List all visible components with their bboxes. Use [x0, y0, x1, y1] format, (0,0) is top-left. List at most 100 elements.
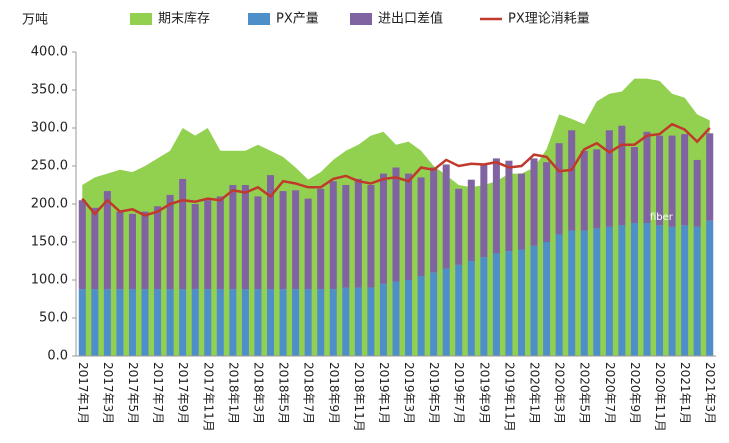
bar	[555, 234, 563, 356]
x-tick-label: 2017年1月	[76, 362, 90, 424]
y-tick-label: 0.0	[47, 349, 68, 364]
bar	[103, 191, 111, 290]
bar	[656, 135, 664, 226]
bar	[216, 289, 224, 356]
bar	[367, 185, 375, 288]
bar	[317, 289, 325, 356]
x-tick-label: 2020年5月	[578, 362, 592, 424]
bar	[693, 226, 701, 356]
y-tick-label: 150.0	[31, 235, 68, 250]
bar	[568, 130, 576, 231]
bar	[430, 167, 438, 273]
unit-label: 万吨	[22, 13, 48, 28]
x-tick-label: 2018年5月	[277, 362, 291, 424]
bar	[681, 134, 689, 226]
x-tick-label: 2017年3月	[101, 362, 115, 424]
bar	[329, 289, 337, 356]
bar	[204, 289, 212, 356]
bar	[154, 206, 162, 290]
bar	[668, 226, 676, 356]
bar	[530, 245, 538, 356]
bar	[329, 181, 337, 290]
bar	[580, 230, 588, 356]
x-tick-label: 2019年5月	[427, 362, 441, 424]
x-tick-label: 2019年9月	[477, 362, 491, 424]
x-tick-label: 2021年1月	[678, 362, 692, 424]
bar	[417, 177, 425, 277]
bar	[442, 164, 450, 269]
legend-label: 期末库存	[158, 11, 210, 27]
bar	[555, 143, 563, 235]
bar	[204, 200, 212, 290]
bar	[254, 196, 262, 290]
bar	[266, 175, 275, 290]
bar	[417, 276, 425, 356]
x-tick-label: 2017年5月	[126, 362, 140, 424]
bar	[292, 190, 300, 290]
bar	[354, 287, 362, 356]
bar	[141, 289, 149, 356]
line	[81, 122, 711, 217]
bar	[116, 211, 124, 290]
bar	[229, 289, 237, 356]
bar	[405, 173, 413, 280]
bar	[317, 188, 325, 290]
bar	[304, 289, 312, 356]
y-tick-label: 400.0	[31, 45, 68, 60]
bar	[618, 225, 626, 356]
bar	[179, 178, 187, 290]
x-tick-label: 2019年3月	[402, 362, 416, 424]
annotation: fiber	[650, 212, 674, 223]
bar	[505, 160, 513, 252]
bar	[543, 162, 551, 242]
bar	[241, 185, 249, 290]
bar	[103, 289, 111, 356]
bar	[442, 268, 450, 356]
x-tick-label: 2021年3月	[703, 362, 717, 424]
bar	[605, 130, 613, 227]
bar	[91, 207, 99, 290]
x-tick-label: 2017年11月	[201, 362, 215, 432]
y-tick-label: 50.0	[39, 311, 68, 326]
bar	[517, 173, 526, 250]
bar	[706, 220, 714, 356]
bar	[166, 289, 174, 356]
y-tick-label: 350.0	[31, 83, 68, 98]
x-tick-label: 2020年1月	[528, 362, 542, 424]
bar	[392, 281, 400, 356]
bar	[179, 289, 187, 356]
bar	[630, 223, 638, 356]
bar	[618, 125, 626, 226]
x-tick-label: 2020年9月	[628, 362, 642, 424]
bar	[467, 179, 475, 261]
bar	[254, 289, 262, 356]
bar	[354, 178, 362, 288]
x-tick-label: 2017年9月	[176, 362, 190, 424]
legend-label: 进出口差值	[378, 11, 443, 27]
x-tick-label: 2018年1月	[226, 362, 240, 424]
bar	[706, 133, 714, 221]
bar	[656, 225, 664, 356]
x-tick-label: 2017年7月	[151, 362, 165, 424]
bar	[116, 289, 124, 356]
bar	[630, 147, 638, 223]
bar	[379, 173, 387, 284]
x-tick-label: 2019年11月	[502, 362, 516, 432]
y-tick-label: 250.0	[31, 159, 68, 174]
bar	[643, 131, 651, 223]
bar	[543, 242, 551, 356]
bar	[681, 225, 689, 356]
x-tick-label: 2020年3月	[553, 362, 567, 424]
bar	[342, 287, 350, 356]
bar	[91, 289, 99, 356]
legend-swatch	[350, 13, 372, 25]
x-tick-label: 2019年7月	[452, 362, 466, 424]
bar	[593, 149, 601, 229]
x-tick-label: 2019年1月	[377, 362, 391, 424]
bar	[492, 253, 500, 356]
bar	[392, 167, 400, 282]
bar	[367, 287, 375, 356]
x-tick-label: 2018年11月	[352, 362, 366, 432]
bar	[580, 150, 588, 231]
